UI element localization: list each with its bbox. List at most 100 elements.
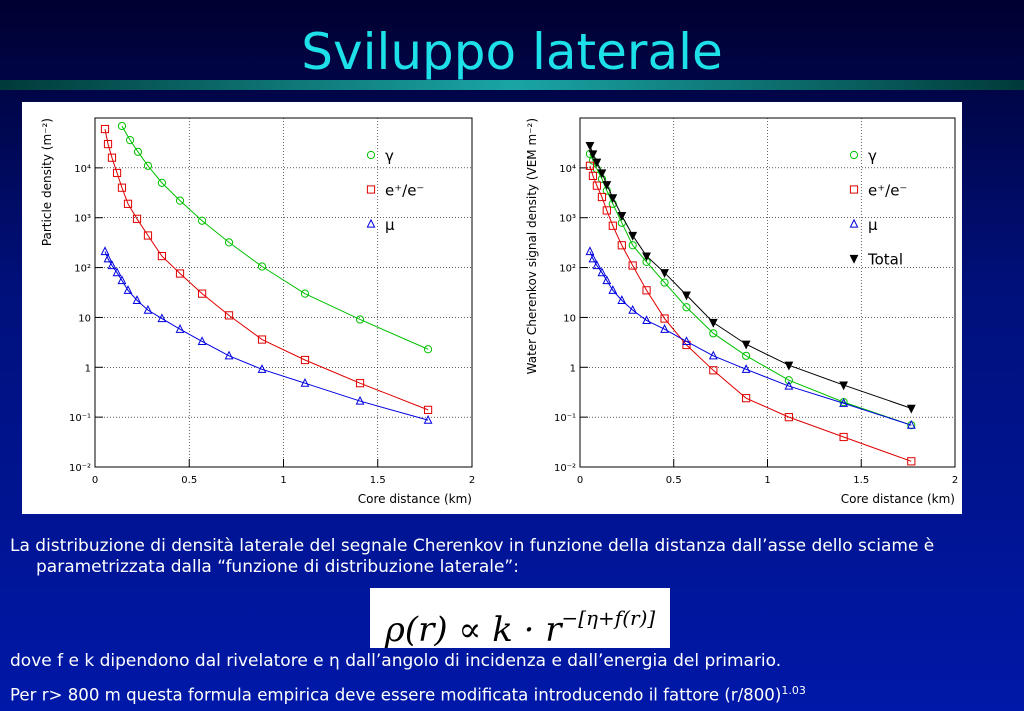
marker xyxy=(355,379,365,388)
series-line xyxy=(589,145,912,409)
marker xyxy=(682,336,691,346)
marker xyxy=(592,260,602,270)
marker xyxy=(628,261,637,270)
marker xyxy=(597,192,607,202)
series-line xyxy=(121,125,429,350)
x-axis-label: Core distance (km) xyxy=(841,492,955,506)
marker xyxy=(123,199,133,208)
x-tick-label: 1.5 xyxy=(853,475,869,486)
exponent: 1.03 xyxy=(781,684,806,697)
marker xyxy=(708,350,718,360)
marker xyxy=(741,364,751,373)
marker xyxy=(602,181,612,190)
legend-label: μ xyxy=(385,216,395,234)
marker xyxy=(132,295,142,304)
marker xyxy=(117,183,127,192)
marker xyxy=(117,121,127,131)
marker xyxy=(642,252,651,262)
y-tick-label: 10² xyxy=(559,264,576,275)
marker xyxy=(197,289,207,298)
marker xyxy=(112,168,122,178)
marker xyxy=(784,361,794,371)
marker xyxy=(103,139,113,149)
text-line: Per r> 800 m questa formula empirica dev… xyxy=(10,680,806,706)
marker xyxy=(224,311,234,320)
marker xyxy=(585,141,595,151)
legend-label: e⁺/e⁻ xyxy=(385,182,424,200)
marker xyxy=(839,432,848,442)
marker xyxy=(588,171,598,180)
y-tick-label: 10⁻¹ xyxy=(554,413,576,424)
y-tick-label: 10⁴ xyxy=(74,164,91,175)
y-tick-label: 10⁻² xyxy=(554,463,576,474)
marker xyxy=(423,345,433,354)
marker xyxy=(597,267,607,277)
marker xyxy=(123,285,133,294)
marker xyxy=(588,150,598,160)
marker xyxy=(366,218,376,228)
marker xyxy=(132,214,142,223)
marker xyxy=(602,206,611,215)
marker xyxy=(300,355,310,365)
y-tick-label: 10⁻¹ xyxy=(69,413,91,424)
marker xyxy=(585,161,595,170)
marker xyxy=(602,275,612,285)
y-tick-label: 10² xyxy=(74,264,91,275)
marker xyxy=(366,185,376,194)
marker xyxy=(660,269,669,278)
formula-base: ρ(r) ∝ k · r xyxy=(384,610,562,650)
x-tick-label: 0.5 xyxy=(181,475,197,486)
marker xyxy=(660,324,669,333)
legend-label: γ xyxy=(385,147,394,165)
marker xyxy=(608,285,618,294)
marker xyxy=(197,336,207,346)
x-tick-label: 1 xyxy=(764,475,770,486)
marker xyxy=(628,304,638,314)
marker xyxy=(133,147,143,156)
marker xyxy=(143,161,153,170)
legend-label: γ xyxy=(868,147,877,165)
x-axis-label: Core distance (km) xyxy=(358,492,472,506)
marker xyxy=(682,291,691,301)
marker xyxy=(107,153,117,162)
y-tick-label: 10⁻² xyxy=(69,463,91,474)
y-tick-label: 10 xyxy=(563,313,576,324)
marker xyxy=(642,315,651,325)
series-line xyxy=(589,153,912,426)
marker xyxy=(366,150,376,160)
marker xyxy=(117,275,127,285)
marker xyxy=(597,169,607,179)
marker xyxy=(103,253,113,263)
marker xyxy=(157,178,167,187)
panel-background xyxy=(22,102,962,514)
marker xyxy=(628,241,637,250)
y-axis-label: Particle density (m⁻²) xyxy=(40,118,54,246)
y-tick-label: 1 xyxy=(85,363,91,374)
marker xyxy=(175,196,185,205)
marker xyxy=(355,395,365,405)
marker xyxy=(157,313,167,323)
y-axis-label: Water Cherenkov signal density (VEM m⁻²) xyxy=(525,118,539,374)
marker xyxy=(784,376,793,385)
marker xyxy=(906,404,916,414)
marker xyxy=(224,238,234,247)
marker xyxy=(617,295,627,304)
legend-label: μ xyxy=(868,216,878,234)
marker xyxy=(300,377,310,387)
marker xyxy=(708,318,718,328)
marker xyxy=(628,231,638,241)
x-tick-label: 0 xyxy=(92,475,98,486)
legend-label: Total xyxy=(867,251,903,269)
x-tick-label: 1 xyxy=(280,475,286,486)
marker xyxy=(355,315,365,324)
marker xyxy=(100,124,110,134)
y-tick-label: 10³ xyxy=(559,214,576,225)
marker xyxy=(143,304,153,314)
marker xyxy=(849,185,859,194)
marker xyxy=(175,324,185,333)
formula: ρ(r) ∝ k · r−[η+f(r)] xyxy=(370,588,670,650)
marker xyxy=(107,260,117,270)
marker xyxy=(592,158,602,168)
x-tick-label: 2 xyxy=(952,475,958,486)
series-line xyxy=(589,165,912,462)
